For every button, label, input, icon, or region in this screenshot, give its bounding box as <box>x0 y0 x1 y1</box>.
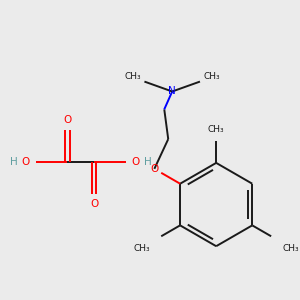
Text: H: H <box>10 157 18 167</box>
Text: CH₃: CH₃ <box>133 244 150 253</box>
Text: O: O <box>132 157 140 167</box>
Text: CH₃: CH₃ <box>204 72 220 81</box>
Text: O: O <box>22 157 30 167</box>
Text: CH₃: CH₃ <box>283 244 299 253</box>
Text: O: O <box>63 115 72 125</box>
Text: CH₃: CH₃ <box>208 125 224 134</box>
Text: CH₃: CH₃ <box>124 72 141 81</box>
Text: O: O <box>90 199 98 208</box>
Text: N: N <box>168 86 176 97</box>
Text: H: H <box>144 157 152 167</box>
Text: O: O <box>150 164 158 174</box>
